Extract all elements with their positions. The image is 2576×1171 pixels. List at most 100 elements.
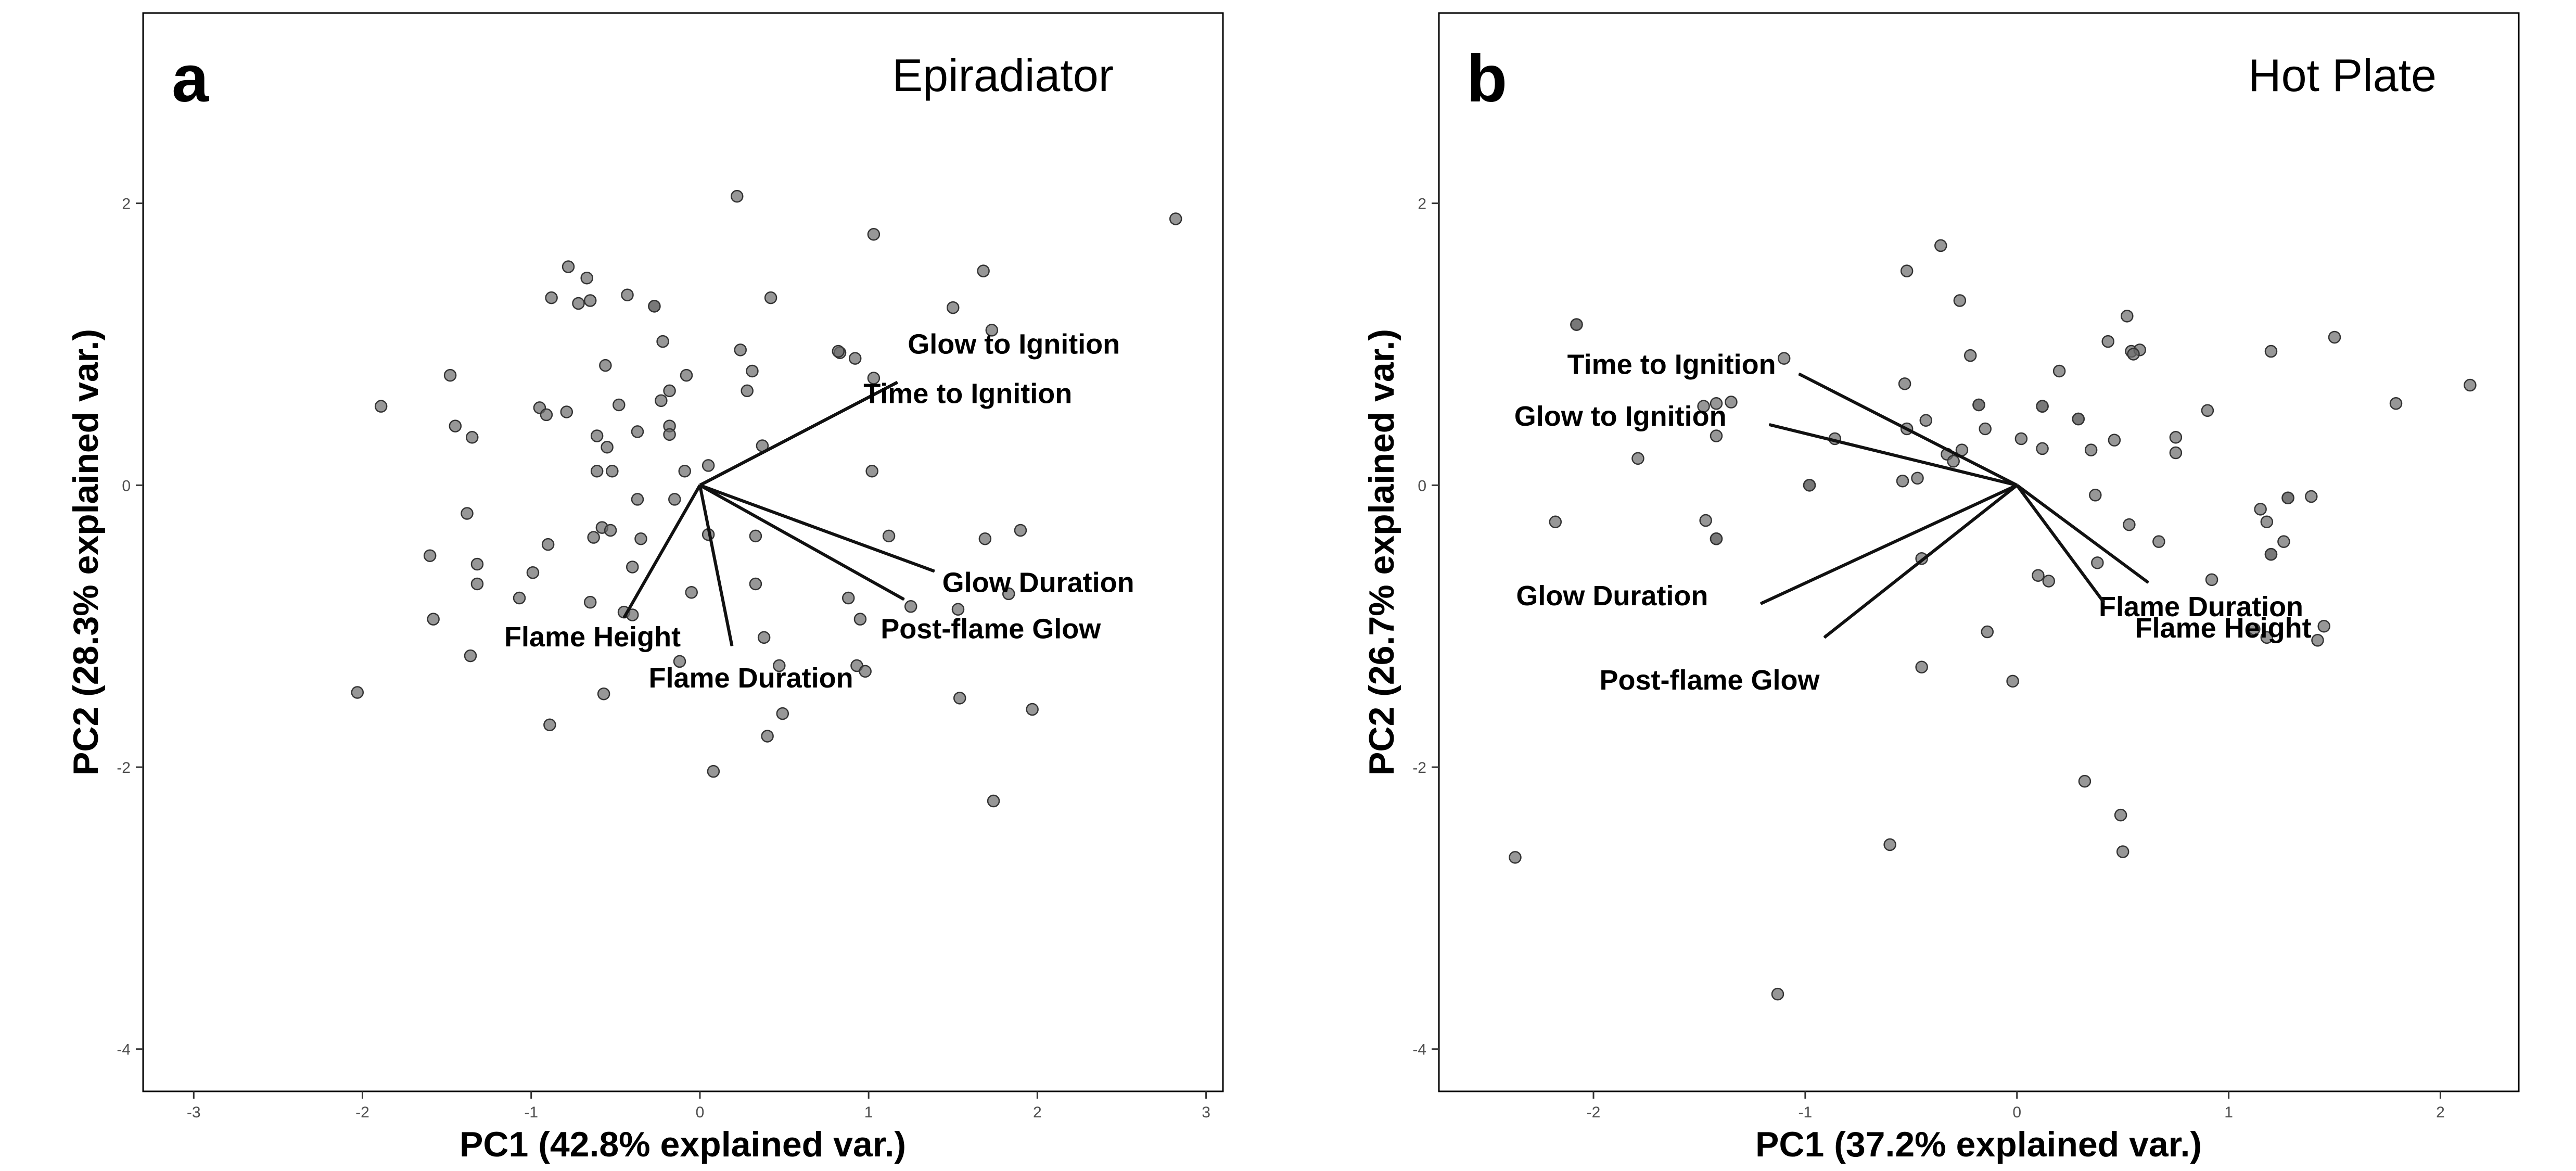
data-point — [2084, 443, 2098, 456]
data-point — [2260, 515, 2274, 529]
data-point — [634, 532, 647, 545]
data-point — [427, 613, 440, 626]
data-point — [731, 189, 744, 203]
data-point — [764, 291, 777, 304]
data-point — [470, 557, 484, 571]
panel-title: Epiradiator — [892, 49, 1114, 101]
data-point — [2123, 518, 2136, 531]
plot-area-frame — [1438, 12, 2520, 1092]
data-point — [648, 300, 661, 313]
data-point — [1509, 851, 1522, 864]
data-point — [977, 264, 990, 277]
data-point — [2116, 845, 2129, 858]
data-point — [773, 659, 786, 672]
data-point — [2042, 575, 2056, 588]
x-axis-title: PC1 (37.2% explained var.) — [1755, 1125, 2202, 1164]
data-point — [2072, 412, 2085, 426]
x-tick-label: -2 — [1587, 1104, 1601, 1121]
panel-title: Hot Plate — [2248, 49, 2437, 101]
data-point — [2205, 573, 2218, 587]
data-point — [1981, 625, 1994, 639]
loading-label: Flame Duration — [2099, 591, 2303, 622]
data-point — [853, 613, 867, 626]
loading-arrow — [1769, 423, 2018, 487]
data-point — [1803, 479, 1816, 492]
data-point — [1953, 294, 1967, 307]
x-tick-label: 0 — [696, 1104, 705, 1121]
data-point — [2121, 310, 2134, 323]
y-tick-label: 0 — [1418, 477, 1426, 494]
data-point — [2101, 335, 2114, 348]
data-point — [2264, 345, 2278, 358]
data-point — [601, 440, 614, 454]
data-point — [1710, 397, 1723, 410]
y-tick-label: -2 — [1412, 759, 1426, 777]
data-point — [560, 405, 573, 418]
scatter-points — [1509, 239, 2477, 1001]
data-point — [2036, 442, 2049, 455]
data-point — [702, 459, 715, 472]
data-point — [580, 271, 593, 285]
data-point — [2078, 774, 2092, 788]
data-point — [543, 718, 556, 732]
data-point — [707, 765, 720, 778]
data-point — [1699, 514, 1712, 527]
data-point — [374, 400, 388, 413]
loading-arrow — [1761, 483, 2018, 605]
x-tick-label: 2 — [1033, 1104, 1042, 1121]
data-point — [2169, 431, 2183, 444]
data-point — [540, 408, 553, 422]
y-tick-label: -4 — [117, 1041, 131, 1059]
data-point — [953, 692, 966, 705]
data-point — [734, 343, 747, 357]
panel-letter: b — [1466, 42, 1507, 116]
data-point — [599, 359, 612, 372]
data-point — [680, 368, 693, 382]
data-point — [978, 532, 992, 545]
data-point — [848, 352, 862, 365]
data-point — [685, 586, 698, 599]
y-tick-label: 2 — [122, 196, 131, 213]
data-point — [2260, 631, 2274, 644]
data-point — [673, 655, 686, 668]
data-point — [2169, 446, 2183, 460]
data-point — [1915, 660, 1928, 673]
data-point — [761, 730, 774, 743]
data-point — [1169, 212, 1182, 225]
x-tick-label: -1 — [1799, 1104, 1813, 1121]
data-point — [1963, 349, 1977, 362]
data-point — [1972, 398, 1985, 412]
y-tick-label: -4 — [1412, 1041, 1426, 1059]
data-point — [1771, 987, 1784, 1001]
panel-epiradiator: -3 -2 -1 0 1 2 3 -4 -2 0 2 Glow to Ignition Time t… — [66, 12, 1224, 1164]
data-point — [443, 368, 457, 382]
data-point — [1549, 515, 1562, 529]
loading-arrow — [698, 485, 734, 646]
data-point — [2091, 556, 2104, 569]
loading-vectors: Time to Ignition Glow to Ignition Glow Dur… — [1514, 349, 2312, 695]
data-point — [464, 649, 477, 663]
data-point — [655, 394, 668, 408]
data-point — [2328, 330, 2341, 344]
data-point — [2248, 622, 2261, 635]
loading-label: Flame Height — [504, 621, 681, 653]
x-tick-label: -1 — [524, 1104, 538, 1121]
loading-label: Time to Ignition — [863, 378, 1072, 410]
data-point — [859, 665, 872, 678]
data-point — [2152, 535, 2165, 548]
data-point — [2311, 634, 2324, 647]
data-point — [465, 431, 479, 444]
data-point — [867, 372, 881, 385]
data-point — [741, 384, 754, 398]
x-tick-label: 3 — [1202, 1104, 1210, 1121]
loading-arrow — [2016, 483, 2149, 584]
data-point — [2201, 404, 2214, 417]
loading-vectors: Glow to Ignition Time to Ignition Glow Dur… — [504, 329, 1134, 694]
data-point — [449, 419, 462, 432]
x-axis-title: PC1 (42.8% explained var.) — [460, 1125, 906, 1164]
data-point — [2089, 489, 2102, 502]
y-axis-title: PC2 (28.3% explained var.) — [66, 329, 106, 775]
data-point — [663, 428, 676, 441]
data-point — [470, 577, 484, 591]
